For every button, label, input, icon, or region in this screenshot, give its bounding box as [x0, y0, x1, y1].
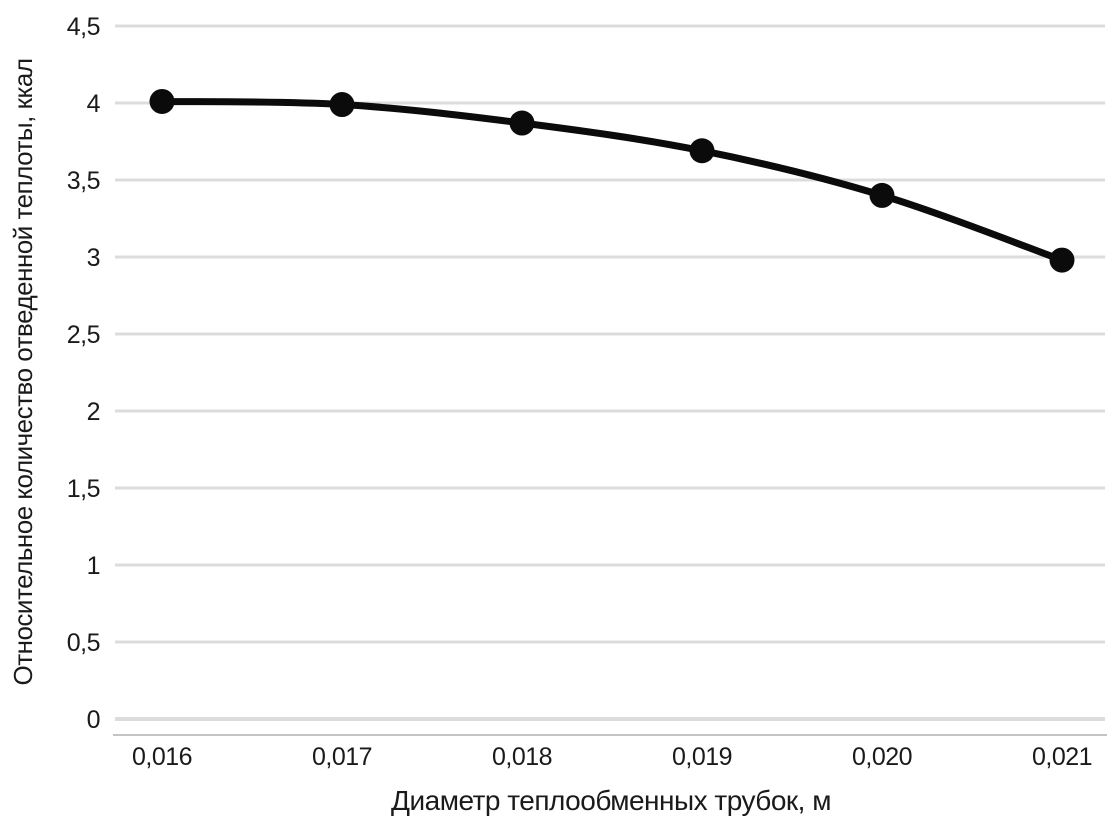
- gridlines-group: [115, 24, 1105, 721]
- y-axis-title: Относительное количество отведенной тепл…: [8, 58, 38, 685]
- y-tick-label: 2: [87, 398, 100, 426]
- x-tick-label: 0,021: [1032, 743, 1092, 771]
- x-tick-label: 0,019: [672, 743, 732, 771]
- y-tick-label: 2,5: [67, 321, 100, 349]
- x-tick-label: 0,016: [132, 743, 192, 771]
- data-point-marker: [869, 182, 895, 208]
- y-tick-label: 3,5: [67, 167, 100, 195]
- y-tick-label: 3: [87, 244, 100, 272]
- series-group: [149, 88, 1075, 273]
- x-tick-label: 0,020: [852, 743, 912, 771]
- data-point-marker: [1049, 247, 1075, 273]
- y-tick-labels-group: 0 0,5 1 1,5 2 2,5 3 3,5 4 4,5: [67, 13, 101, 734]
- y-tick-label: 0,5: [67, 629, 100, 657]
- y-tick-label: 1,5: [67, 475, 100, 503]
- data-point-marker: [689, 138, 715, 164]
- y-tick-label: 4: [87, 90, 101, 118]
- x-tick-label: 0,017: [312, 743, 372, 771]
- series-line: [158, 97, 1066, 264]
- data-point-marker: [329, 92, 355, 118]
- y-tick-label: 4,5: [67, 13, 100, 41]
- data-point-marker: [509, 110, 535, 136]
- data-point-marker: [149, 88, 175, 114]
- y-tick-label: 1: [87, 552, 100, 580]
- x-axis-title: Диаметр теплообменных трубок, м: [391, 785, 831, 816]
- x-tick-label: 0,018: [492, 743, 552, 771]
- y-tick-label: 0: [87, 706, 100, 734]
- x-tick-labels-group: 0,016 0,017 0,018 0,019 0,020 0,021: [132, 743, 1093, 771]
